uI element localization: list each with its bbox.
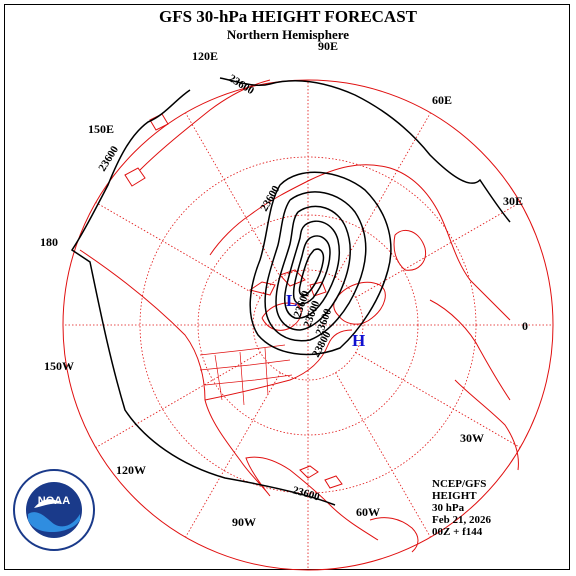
contour-ring-3 <box>275 205 351 331</box>
hemisphere-boundary <box>62 79 554 571</box>
meridian-line <box>185 372 281 538</box>
contour-ring-6 <box>298 248 325 297</box>
contour-ring-4 <box>283 220 340 319</box>
high-pressure-marker: H <box>352 331 365 350</box>
meridian-line <box>335 372 431 538</box>
longitude-label-90w: 90W <box>232 515 256 529</box>
forecast-info-block: NCEP/GFS HEIGHT 30 hPa Feb 21, 2026 00Z … <box>432 478 491 538</box>
map-frame <box>4 4 570 570</box>
info-line-date: Feb 21, 2026 <box>432 514 491 526</box>
coastline-africa <box>454 379 519 471</box>
meridian-line <box>355 352 521 448</box>
height-contours <box>70 77 511 506</box>
coastline-greenland <box>333 281 386 325</box>
contour-outer-ring <box>70 77 511 506</box>
longitude-label-120e: 120E <box>192 49 218 63</box>
info-line-forecast-hour: 00Z + f144 <box>432 526 483 538</box>
contour-label-inner-top: 23600 <box>258 183 282 213</box>
map-title: GFS 30-hPa HEIGHT FORECAST <box>158 7 418 26</box>
meridian-line <box>185 112 281 278</box>
info-line-source: NCEP/GFS <box>432 478 487 490</box>
coastline-europe-south <box>429 299 511 401</box>
longitude-label-60w: 60W <box>356 505 380 519</box>
info-line-field: HEIGHT <box>432 490 477 502</box>
map-subtitle: Northern Hemisphere <box>226 27 350 42</box>
noaa-logo-text: NOAA <box>38 495 70 507</box>
longitude-labels: 90E 60E 30E 0 30W 60W 90W 120W 150W 180 … <box>40 39 528 529</box>
noaa-logo-bird <box>34 499 62 508</box>
meridian-line <box>355 202 521 298</box>
us-state-borders <box>199 344 293 406</box>
contour-value-labels: 23600 23600 23600 23600 23600 23600 2380… <box>96 72 334 503</box>
meridian-line <box>95 202 261 298</box>
contour-23600-inner <box>249 171 392 356</box>
noaa-logo: NOAA <box>13 469 95 551</box>
longitude-label-30w: 30W <box>460 431 484 445</box>
coastline-south-america <box>369 517 419 553</box>
contour-label-left: 23600 <box>96 143 121 173</box>
info-line-level: 30 hPa <box>432 502 465 514</box>
longitude-label-150w: 150W <box>44 359 74 373</box>
contour-label-bottom: 23600 <box>291 484 321 503</box>
contour-ring-2 <box>264 191 367 342</box>
coastline-asia-east <box>139 79 271 171</box>
longitude-label-150e: 150E <box>88 122 114 136</box>
longitude-label-60e: 60E <box>432 93 452 107</box>
coastline-eurasia <box>209 164 511 321</box>
longitude-label-90e: 90E <box>318 39 338 53</box>
meridian-lines <box>63 80 553 570</box>
contour-ring-5 <box>292 235 331 305</box>
longitude-label-180: 180 <box>40 235 58 249</box>
coastline-scandinavia <box>393 230 427 271</box>
contour-label-top: 23600 <box>226 72 256 97</box>
coastlines <box>79 79 519 553</box>
longitude-label-0: 0 <box>522 319 528 333</box>
meridian-line <box>335 112 431 278</box>
longitude-label-30e: 30E <box>503 194 523 208</box>
coastline-north-america <box>79 249 379 541</box>
meridian-line <box>95 352 261 448</box>
low-pressure-marker: L <box>286 291 297 310</box>
longitude-label-120w: 120W <box>116 463 146 477</box>
noaa-logo-wave <box>28 512 80 533</box>
coastline-caribbean <box>299 465 343 489</box>
